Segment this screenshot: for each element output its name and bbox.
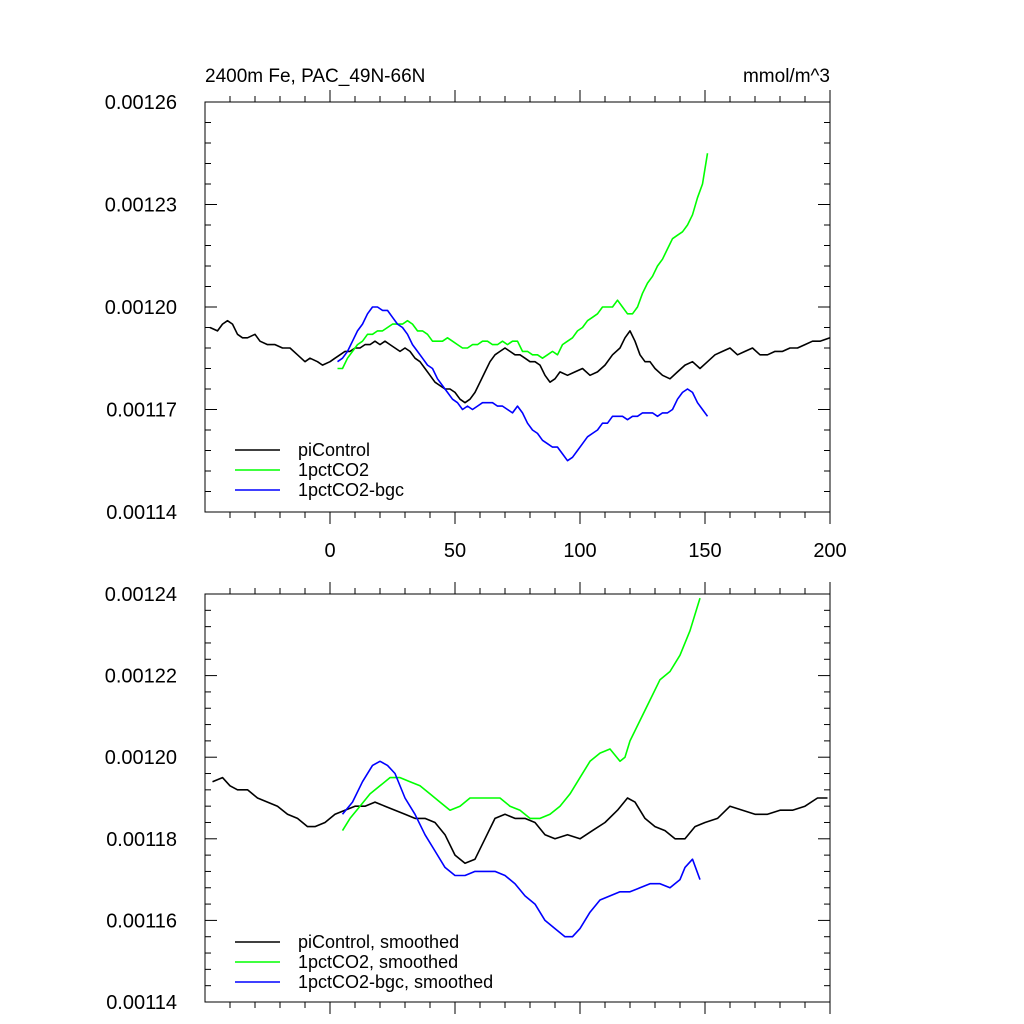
x-tick-label: 100 bbox=[563, 540, 596, 562]
series-line-1pctco2 bbox=[337, 153, 709, 370]
y-tick-label: 0.00116 bbox=[106, 910, 177, 932]
legend-label: 1pctCO2-bgc bbox=[298, 480, 404, 500]
legend-label: 1pctCO2, smoothed bbox=[298, 952, 458, 972]
y-tick-label: 0.00118 bbox=[106, 829, 177, 851]
legend-label: piControl, smoothed bbox=[298, 932, 459, 952]
y-tick-label: 0.00120 bbox=[105, 297, 177, 319]
y-tick-label: 0.00126 bbox=[105, 92, 177, 114]
legend-label: 1pctCO2-bgc, smoothed bbox=[298, 972, 493, 992]
legend-label: 1pctCO2 bbox=[298, 460, 369, 480]
x-tick-label: 0 bbox=[324, 540, 335, 562]
y-tick-label: 0.00122 bbox=[105, 666, 177, 688]
y-tick-label: 0.00114 bbox=[106, 502, 177, 524]
series-line-1pctco2-bgc-smoothed bbox=[341, 760, 701, 938]
series-line-1pctco2-smoothed bbox=[341, 597, 701, 832]
series-line-1pctco2-bgc bbox=[337, 306, 709, 462]
units-label: mmol/m^3 bbox=[743, 66, 830, 87]
y-tick-label: 0.00124 bbox=[105, 584, 177, 606]
series-line-picontrol bbox=[209, 319, 830, 404]
legend-label: piControl bbox=[298, 440, 370, 460]
y-tick-label: 0.00120 bbox=[105, 747, 177, 769]
y-tick-label: 0.00123 bbox=[105, 195, 177, 217]
x-tick-label: 150 bbox=[688, 540, 721, 562]
panel-bottom: 0.00114 0.00116 0.00118 0.00120 0.00122 0.001… bbox=[105, 582, 831, 1014]
x-tick-label: 200 bbox=[813, 540, 846, 562]
y-tick-label: 0.00114 bbox=[106, 992, 177, 1014]
x-tick-label: 50 bbox=[444, 540, 466, 562]
plot-frame bbox=[204, 593, 831, 1003]
chart-title: 2400m Fe, PAC_49N-66N bbox=[205, 66, 425, 87]
y-tick-label: 0.00117 bbox=[106, 400, 177, 422]
panel-top: 2400m Fe, PAC_49N-66N mmol/m^3 0.00114 0.00… bbox=[105, 66, 847, 562]
series-line-picontrol-smoothed bbox=[212, 776, 828, 865]
